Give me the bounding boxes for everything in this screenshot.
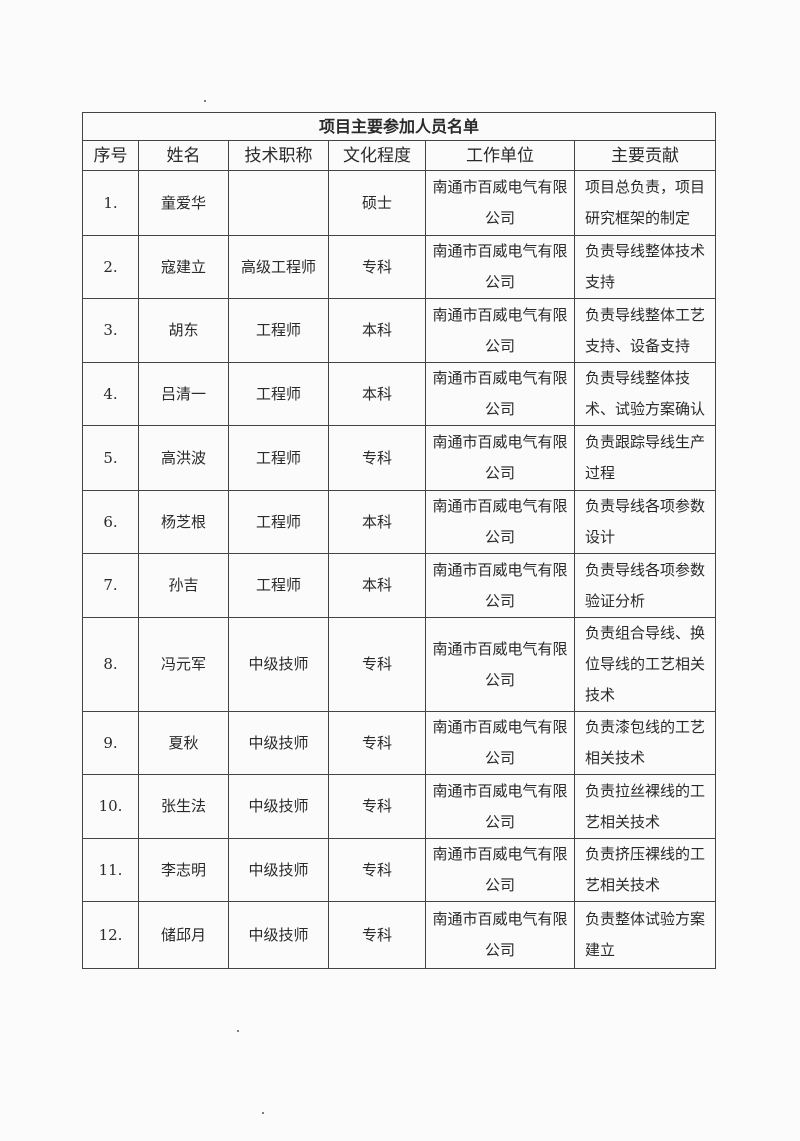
person-name: 高洪波 [138, 425, 229, 491]
row-number: 2. [82, 235, 139, 299]
technical-title: 工程师 [228, 553, 329, 618]
work-unit: 南通市百威电气有限公司 [425, 235, 575, 299]
table-row: 2. 寇建立 高级工程师 专科 南通市百威电气有限公司 负责导线整体技术支持 [82, 235, 717, 299]
technical-title: 中级技师 [228, 617, 329, 712]
main-contribution: 负责拉丝裸线的工艺相关技术 [573, 774, 717, 839]
work-unit: 南通市百威电气有限公司 [425, 553, 575, 618]
table-row: 3. 胡东 工程师 本科 南通市百威电气有限公司 负责导线整体工艺支持、设备支持 [82, 298, 717, 363]
education-level: 专科 [328, 901, 426, 969]
row-number: 11. [82, 838, 139, 902]
work-unit: 南通市百威电气有限公司 [425, 298, 575, 363]
education-level: 本科 [328, 490, 426, 554]
technical-title: 中级技师 [228, 774, 329, 839]
work-unit: 南通市百威电气有限公司 [425, 425, 575, 491]
scan-speck [237, 1030, 239, 1032]
header-title: 技术职称 [228, 140, 329, 171]
main-contribution: 负责漆包线的工艺相关技术 [573, 711, 717, 775]
header-education: 文化程度 [328, 140, 426, 171]
work-unit: 南通市百威电气有限公司 [425, 617, 575, 712]
table-row: 11. 李志明 中级技师 专科 南通市百威电气有限公司 负责挤压裸线的工艺相关技术 [82, 838, 717, 902]
technical-title: 工程师 [228, 362, 329, 426]
technical-title: 高级工程师 [228, 235, 329, 299]
table-row: 7. 孙吉 工程师 本科 南通市百威电气有限公司 负责导线各项参数验证分析 [82, 553, 717, 618]
row-number: 5. [82, 425, 139, 491]
table-row: 6. 杨芝根 工程师 本科 南通市百威电气有限公司 负责导线各项参数设计 [82, 490, 717, 554]
education-level: 专科 [328, 711, 426, 775]
person-name: 寇建立 [138, 235, 229, 299]
work-unit: 南通市百威电气有限公司 [425, 490, 575, 554]
technical-title: 中级技师 [228, 838, 329, 902]
work-unit: 南通市百威电气有限公司 [425, 711, 575, 775]
row-number: 4. [82, 362, 139, 426]
technical-title: 工程师 [228, 490, 329, 554]
education-level: 专科 [328, 235, 426, 299]
main-contribution: 负责导线整体技术、试验方案确认 [573, 362, 717, 426]
row-number: 12. [82, 901, 139, 969]
scan-speck [262, 1112, 264, 1114]
main-contribution: 负责组合导线、换位导线的工艺相关技术 [573, 617, 717, 712]
table-row: 1. 童爱华 硕士 南通市百威电气有限公司 项目总负责，项目研究框架的制定 [82, 170, 717, 236]
work-unit: 南通市百威电气有限公司 [425, 774, 575, 839]
personnel-table: 项目主要参加人员名单 序号 姓名 技术职称 文化程度 工作单位 主要贡献 1. 童… [81, 112, 717, 969]
scan-speck [204, 100, 206, 102]
work-unit: 南通市百威电气有限公司 [425, 170, 575, 236]
person-name: 张生法 [138, 774, 229, 839]
header-unit: 工作单位 [425, 140, 575, 171]
technical-title: 工程师 [228, 298, 329, 363]
education-level: 专科 [328, 617, 426, 712]
person-name: 孙吉 [138, 553, 229, 618]
main-contribution: 负责挤压裸线的工艺相关技术 [573, 838, 717, 902]
table-row: 4. 吕清一 工程师 本科 南通市百威电气有限公司 负责导线整体技术、试验方案确认 [82, 362, 717, 426]
work-unit: 南通市百威电气有限公司 [425, 901, 575, 969]
main-contribution: 负责跟踪导线生产过程 [573, 425, 717, 491]
technical-title: 中级技师 [228, 901, 329, 969]
header-contribution: 主要贡献 [573, 140, 717, 171]
work-unit: 南通市百威电气有限公司 [425, 838, 575, 902]
row-number: 8. [82, 617, 139, 712]
person-name: 吕清一 [138, 362, 229, 426]
row-number: 3. [82, 298, 139, 363]
main-contribution: 负责整体试验方案建立 [573, 901, 717, 969]
education-level: 专科 [328, 774, 426, 839]
technical-title: 工程师 [228, 425, 329, 491]
person-name: 夏秋 [138, 711, 229, 775]
table-row: 12. 储邱月 中级技师 专科 南通市百威电气有限公司 负责整体试验方案建立 [82, 901, 717, 969]
technical-title: 中级技师 [228, 711, 329, 775]
work-unit: 南通市百威电气有限公司 [425, 362, 575, 426]
education-level: 本科 [328, 553, 426, 618]
education-level: 专科 [328, 838, 426, 902]
main-contribution: 负责导线各项参数设计 [573, 490, 717, 554]
main-contribution: 负责导线各项参数验证分析 [573, 553, 717, 618]
person-name: 胡东 [138, 298, 229, 363]
table-row: 9. 夏秋 中级技师 专科 南通市百威电气有限公司 负责漆包线的工艺相关技术 [82, 711, 717, 775]
row-number: 10. [82, 774, 139, 839]
person-name: 冯元军 [138, 617, 229, 712]
row-number: 1. [82, 170, 139, 236]
row-number: 6. [82, 490, 139, 554]
technical-title [228, 170, 329, 236]
table-row: 10. 张生法 中级技师 专科 南通市百威电气有限公司 负责拉丝裸线的工艺相关技术 [82, 774, 717, 839]
education-level: 本科 [328, 298, 426, 363]
row-number: 7. [82, 553, 139, 618]
education-level: 本科 [328, 362, 426, 426]
person-name: 杨芝根 [138, 490, 229, 554]
education-level: 专科 [328, 425, 426, 491]
table-row: 8. 冯元军 中级技师 专科 南通市百威电气有限公司 负责组合导线、换位导线的工艺相关技术 [82, 617, 717, 712]
person-name: 童爱华 [138, 170, 229, 236]
main-contribution: 负责导线整体工艺支持、设备支持 [573, 298, 717, 363]
main-contribution: 项目总负责，项目研究框架的制定 [573, 170, 717, 236]
main-contribution: 负责导线整体技术支持 [573, 235, 717, 299]
person-name: 储邱月 [138, 901, 229, 969]
person-name: 李志明 [138, 838, 229, 902]
row-number: 9. [82, 711, 139, 775]
header-name: 姓名 [138, 140, 229, 171]
education-level: 硕士 [328, 170, 426, 236]
table-row: 5. 高洪波 工程师 专科 南通市百威电气有限公司 负责跟踪导线生产过程 [82, 425, 717, 491]
header-no: 序号 [82, 140, 139, 171]
table-title: 项目主要参加人员名单 [81, 112, 717, 141]
